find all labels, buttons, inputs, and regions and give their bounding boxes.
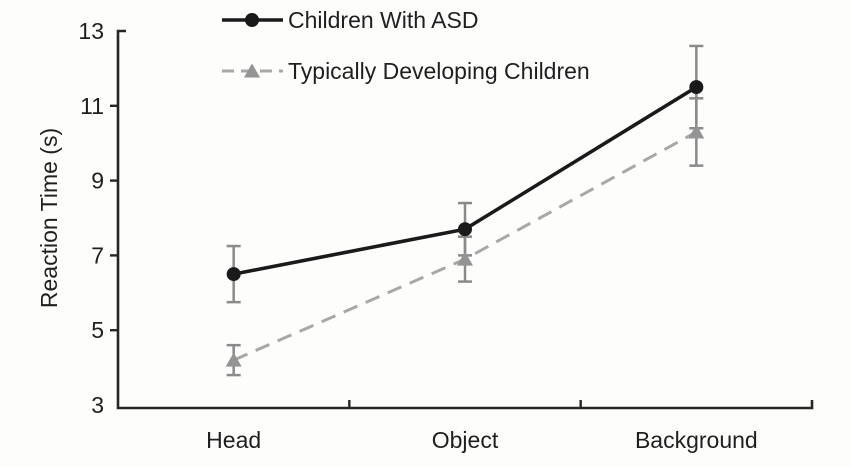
x-category-label: Head (206, 427, 261, 453)
triangle-marker-s1-p1 (457, 251, 473, 266)
triangle-marker-s1-p2 (688, 124, 705, 139)
y-tick-label: 9 (91, 168, 104, 194)
circle-marker-s0-p0 (226, 267, 241, 282)
x-category-label: Background (635, 427, 758, 453)
triangle-marker-s1-p0 (225, 352, 242, 367)
legend-label: Children With ASD (288, 7, 478, 33)
legend-item-1: Typically Developing Children (222, 58, 590, 84)
x-category-label: Object (432, 427, 499, 453)
legend-item-0: Children With ASD (222, 7, 478, 33)
y-tick-label: 11 (80, 93, 104, 119)
legend-circle-marker (245, 13, 259, 27)
axes-frame (116, 29, 814, 410)
y-tick-label: 3 (91, 392, 104, 418)
y-axis-title: Reaction Time (s) (36, 128, 62, 308)
legend-label: Typically Developing Children (288, 58, 590, 84)
circle-marker-s0-p1 (458, 222, 472, 237)
y-tick-label: 13 (78, 18, 104, 44)
y-tick-label: 5 (91, 317, 104, 343)
legend-triangle-marker (244, 63, 260, 78)
circle-marker-s0-p2 (689, 80, 704, 95)
y-tick-label: 7 (91, 242, 104, 268)
